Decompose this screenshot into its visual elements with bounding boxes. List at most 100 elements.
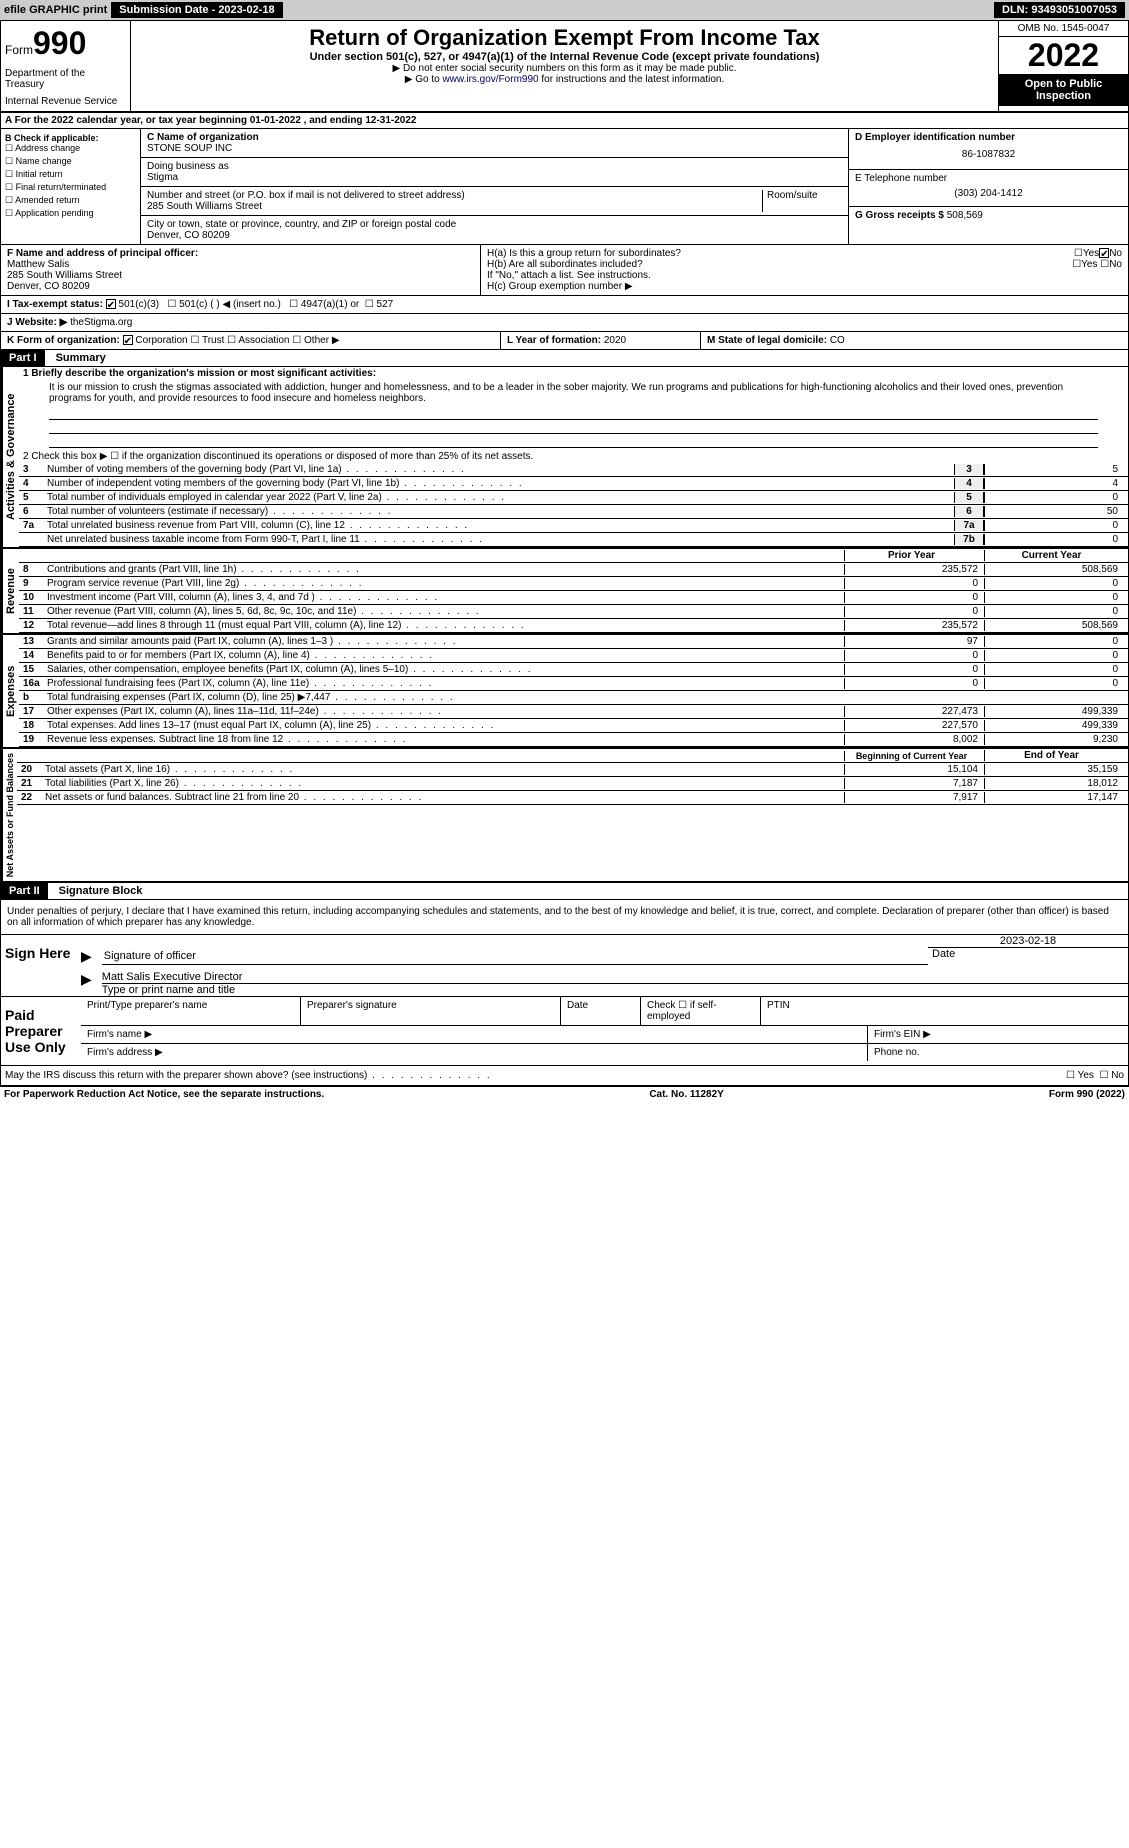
expense-row: 19Revenue less expenses. Subtract line 1…: [19, 733, 1128, 747]
prep-sig-label: Preparer's signature: [301, 997, 561, 1025]
chk-corp[interactable]: [123, 335, 133, 345]
expense-row: 15Salaries, other compensation, employee…: [19, 663, 1128, 677]
firm-ein-label: Firm's EIN ▶: [868, 1026, 1128, 1043]
street-label: Number and street (or P.O. box if mail i…: [147, 190, 762, 201]
sig-date: 2023-02-18: [928, 935, 1128, 948]
expense-row: 13Grants and similar amounts paid (Part …: [19, 635, 1128, 649]
irs-link[interactable]: www.irs.gov/Form990: [442, 74, 538, 85]
expense-row: 16aProfessional fundraising fees (Part I…: [19, 677, 1128, 691]
net-row: 22Net assets or fund balances. Subtract …: [17, 791, 1128, 805]
revenue-row: 8Contributions and grants (Part VIII, li…: [19, 563, 1128, 577]
blank-line: [49, 422, 1098, 434]
firm-addr-label: Firm's address ▶: [81, 1044, 868, 1061]
sig-officer-label: Signature of officer: [102, 948, 928, 965]
form-word: Form: [5, 43, 33, 57]
begin-year-header: Beginning of Current Year: [844, 751, 984, 761]
chk-name-change[interactable]: ☐ Name change: [5, 156, 136, 167]
dept-treasury: Department of the Treasury: [5, 68, 126, 90]
city-label: City or town, state or province, country…: [147, 219, 842, 230]
form-footer: Form 990 (2022): [1049, 1089, 1125, 1100]
chk-amended[interactable]: ☐ Amended return: [5, 195, 136, 206]
side-net-assets: Net Assets or Fund Balances: [1, 749, 17, 881]
line2: 2 Check this box ▶ ☐ if the organization…: [19, 450, 1128, 463]
form-number: 990: [33, 25, 86, 61]
h-b-note: If "No," attach a list. See instructions…: [487, 270, 1122, 281]
tax-year: 2022: [999, 37, 1128, 74]
ein-label: D Employer identification number: [855, 132, 1122, 143]
dba-value: Stigma: [147, 172, 842, 183]
phone-value: (303) 204-1412: [855, 184, 1122, 203]
state-domicile-label: M State of legal domicile:: [707, 335, 827, 346]
prep-self-employed[interactable]: Check ☐ if self-employed: [641, 997, 761, 1025]
mission-text: It is our mission to crush the stigmas a…: [19, 380, 1128, 406]
chk-address-change[interactable]: ☐ Address change: [5, 143, 136, 154]
chk-initial-return[interactable]: ☐ Initial return: [5, 169, 136, 180]
chk-501c3[interactable]: [106, 299, 116, 309]
blank-line: [49, 436, 1098, 448]
ptin-label: PTIN: [761, 997, 1128, 1025]
may-irs-yes[interactable]: ☐ Yes: [1066, 1070, 1094, 1081]
h-c-label: H(c) Group exemption number ▶: [487, 281, 1122, 292]
officer-street: 285 South Williams Street: [7, 270, 474, 281]
revenue-row: 11Other revenue (Part VIII, column (A), …: [19, 605, 1128, 619]
ssn-note: ▶ Do not enter social security numbers o…: [135, 63, 994, 74]
year-formation-label: L Year of formation:: [507, 335, 601, 346]
part1-header: Part I: [1, 350, 45, 366]
net-row: 20Total assets (Part X, line 16)15,10435…: [17, 763, 1128, 777]
line1-label: 1 Briefly describe the organization's mi…: [19, 367, 1128, 380]
blank-line: [49, 408, 1098, 420]
sign-here-label: Sign Here: [1, 935, 81, 996]
prep-name-label: Print/Type preparer's name: [81, 997, 301, 1025]
revenue-row: 10Investment income (Part VIII, column (…: [19, 591, 1128, 605]
summary-row: 7aTotal unrelated business revenue from …: [19, 519, 1128, 533]
officer-name: Matthew Salis: [7, 259, 474, 270]
paid-preparer-label: Paid Preparer Use Only: [1, 997, 81, 1065]
city-value: Denver, CO 80209: [147, 230, 842, 241]
summary-row: 6Total number of volunteers (estimate if…: [19, 505, 1128, 519]
h-a-no-check[interactable]: [1099, 248, 1109, 258]
net-row: 21Total liabilities (Part X, line 26)7,1…: [17, 777, 1128, 791]
submission-date-btn[interactable]: Submission Date - 2023-02-18: [111, 2, 282, 18]
prep-date-label: Date: [561, 997, 641, 1025]
cat-number: Cat. No. 11282Y: [649, 1089, 723, 1100]
expense-row: 17Other expenses (Part IX, column (A), l…: [19, 705, 1128, 719]
type-name-label: Type or print name and title: [102, 984, 1128, 996]
form-org-label: K Form of organization:: [7, 335, 120, 346]
date-label: Date: [928, 948, 1128, 965]
officer-printed-name: Matt Salis Executive Director: [102, 971, 1128, 984]
h-a-label: H(a) Is this a group return for subordin…: [487, 248, 1074, 259]
part2-title: Signature Block: [51, 885, 143, 897]
h-a-yes[interactable]: ☐Yes: [1074, 248, 1099, 259]
efile-label: efile GRAPHIC print: [4, 4, 107, 16]
h-b-yesno[interactable]: ☐Yes ☐No: [1072, 259, 1122, 270]
h-b-label: H(b) Are all subordinates included?: [487, 259, 1072, 270]
year-formation-value: 2020: [604, 335, 626, 346]
org-name: STONE SOUP INC: [147, 143, 842, 154]
side-expenses: Expenses: [1, 635, 19, 747]
form-subtitle: Under section 501(c), 527, or 4947(a)(1)…: [135, 51, 994, 63]
chk-final-return[interactable]: ☐ Final return/terminated: [5, 182, 136, 193]
paperwork-notice: For Paperwork Reduction Act Notice, see …: [4, 1089, 324, 1100]
gross-receipts-value: 508,569: [947, 210, 983, 221]
form-title: Return of Organization Exempt From Incom…: [135, 25, 994, 51]
expense-row: bTotal fundraising expenses (Part IX, co…: [19, 691, 1128, 705]
chk-application-pending[interactable]: ☐ Application pending: [5, 208, 136, 219]
website-label: J Website: ▶: [7, 317, 67, 328]
officer-city: Denver, CO 80209: [7, 281, 474, 292]
may-irs-discuss: May the IRS discuss this return with the…: [5, 1070, 1066, 1081]
form-990: Form990 Department of the Treasury Inter…: [0, 20, 1129, 1087]
revenue-row: 9Program service revenue (Part VIII, lin…: [19, 577, 1128, 591]
may-irs-no[interactable]: ☐ No: [1099, 1070, 1124, 1081]
tax-status-label: I Tax-exempt status:: [7, 299, 103, 310]
expense-row: 18Total expenses. Add lines 13–17 (must …: [19, 719, 1128, 733]
summary-row: 4Number of independent voting members of…: [19, 477, 1128, 491]
dln-label: DLN: 93493051007053: [994, 2, 1125, 18]
arrow-icon: ▶: [81, 948, 92, 965]
firm-name-label: Firm's name ▶: [81, 1026, 868, 1043]
website-value[interactable]: theStigma.org: [70, 317, 132, 328]
phone-label: E Telephone number: [855, 173, 1122, 184]
part2-header: Part II: [1, 883, 48, 899]
dba-label: Doing business as: [147, 161, 842, 172]
revenue-row: 12Total revenue—add lines 8 through 11 (…: [19, 619, 1128, 633]
declaration-text: Under penalties of perjury, I declare th…: [1, 900, 1128, 934]
